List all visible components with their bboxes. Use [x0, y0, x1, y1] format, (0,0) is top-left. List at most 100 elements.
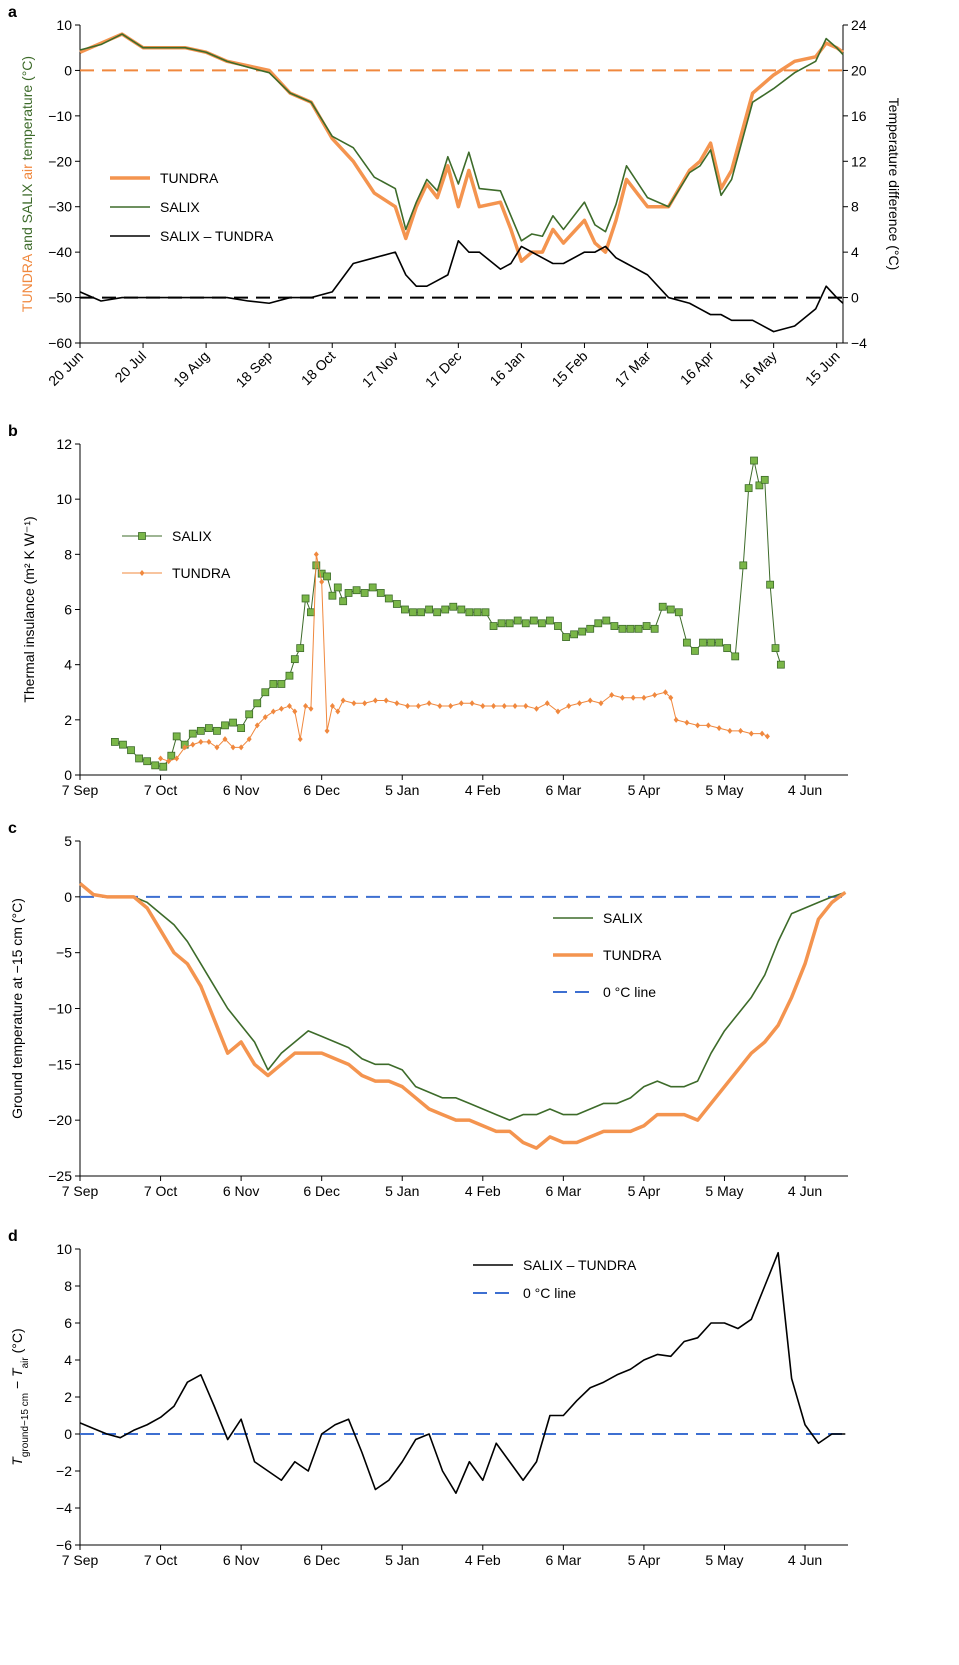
x-tick-label: 15 Jun: [802, 348, 843, 389]
marker: [335, 708, 341, 715]
marker: [738, 727, 744, 734]
marker: [750, 456, 758, 465]
legend-marker: [139, 570, 145, 576]
x-tick-label: 6 Mar: [545, 1552, 581, 1568]
marker: [269, 680, 278, 688]
marker: [766, 580, 775, 589]
marker: [362, 700, 368, 707]
marker: [469, 700, 475, 707]
x-tick-label: 6 Dec: [303, 1552, 340, 1568]
y-axis-label-part: T: [9, 1456, 25, 1466]
marker: [392, 600, 401, 608]
y-axis-label-part: air: [20, 1357, 31, 1369]
x-tick-label: 17 Dec: [422, 348, 465, 391]
marker: [457, 605, 466, 614]
marker: [433, 608, 442, 617]
marker: [221, 721, 229, 730]
marker: [480, 703, 486, 710]
marker: [285, 671, 294, 680]
x-tick-label: 15 Feb: [548, 348, 590, 390]
legend-label: 0 °C line: [523, 1285, 576, 1301]
marker: [344, 589, 353, 597]
x-tick-label: 4 Feb: [465, 1183, 501, 1199]
marker: [610, 622, 619, 630]
marker: [759, 730, 765, 737]
marker: [723, 644, 732, 653]
marker: [426, 700, 432, 707]
marker: [401, 605, 409, 614]
marker: [383, 697, 389, 704]
x-tick-label: 6 Dec: [303, 782, 340, 798]
panel-label: d: [8, 1228, 18, 1245]
marker: [744, 484, 753, 493]
marker: [619, 694, 625, 701]
marker: [473, 608, 482, 617]
marker: [748, 730, 754, 737]
y2-axis-label: Temperature difference (°C): [886, 98, 902, 271]
marker: [658, 602, 667, 611]
y-tick-label: 6: [64, 1315, 72, 1331]
marker: [705, 722, 711, 729]
x-tick-label: 5 Apr: [628, 782, 661, 798]
y-axis-label-part: and: [19, 223, 35, 254]
marker: [682, 638, 691, 647]
y-tick-label: 0: [64, 62, 72, 78]
marker: [340, 697, 346, 704]
y-axis-label-part: (°C): [9, 1328, 25, 1357]
marker: [441, 605, 450, 614]
marker: [190, 741, 196, 748]
marker: [376, 589, 385, 597]
y-tick-label: 12: [56, 436, 72, 452]
x-tick-label: 7 Oct: [144, 1552, 178, 1568]
marker: [339, 597, 348, 606]
x-tick-label: 6 Dec: [303, 1183, 340, 1199]
x-tick-label: 5 Jan: [385, 782, 419, 798]
marker: [253, 699, 262, 708]
marker: [566, 703, 572, 710]
marker: [562, 633, 570, 641]
marker: [188, 729, 197, 738]
y-axis-label-part: air: [19, 160, 35, 183]
marker: [448, 703, 454, 710]
x-tick-label: 6 Mar: [545, 1183, 581, 1199]
marker: [262, 714, 268, 721]
marker: [497, 619, 506, 628]
x-tick-label: 17 Nov: [359, 348, 402, 391]
marker: [662, 689, 668, 696]
y-axis-label: Thermal insulance (m² K W⁻¹): [21, 516, 37, 702]
marker: [292, 708, 298, 715]
marker: [537, 619, 546, 628]
y2-tick-label: 16: [851, 108, 867, 124]
y-tick-label: −50: [48, 290, 72, 306]
y-tick-label: 8: [64, 1278, 72, 1294]
marker: [290, 655, 299, 664]
series-line: [79, 33, 844, 242]
marker: [707, 638, 715, 647]
series-line: [79, 239, 844, 333]
marker: [196, 726, 205, 735]
y-tick-label: 2: [64, 712, 72, 728]
marker: [159, 762, 168, 771]
marker: [174, 755, 180, 762]
marker: [237, 724, 246, 733]
y-tick-label: 0: [64, 889, 72, 905]
marker: [771, 644, 780, 653]
marker: [727, 727, 733, 734]
marker: [182, 744, 188, 751]
marker: [641, 694, 647, 701]
y2-tick-label: 24: [851, 17, 867, 33]
y-tick-label: −30: [48, 199, 72, 215]
marker: [415, 703, 421, 710]
marker: [417, 608, 425, 617]
marker: [270, 708, 276, 715]
marker: [204, 724, 213, 733]
x-tick-label: 6 Nov: [223, 1552, 260, 1568]
marker: [674, 608, 683, 617]
x-tick-label: 5 Jan: [385, 1552, 419, 1568]
y-tick-label: −25: [48, 1168, 72, 1184]
marker: [544, 700, 550, 707]
marker: [715, 638, 724, 647]
marker: [278, 705, 284, 712]
marker: [618, 624, 627, 633]
y-tick-label: −20: [48, 153, 72, 169]
